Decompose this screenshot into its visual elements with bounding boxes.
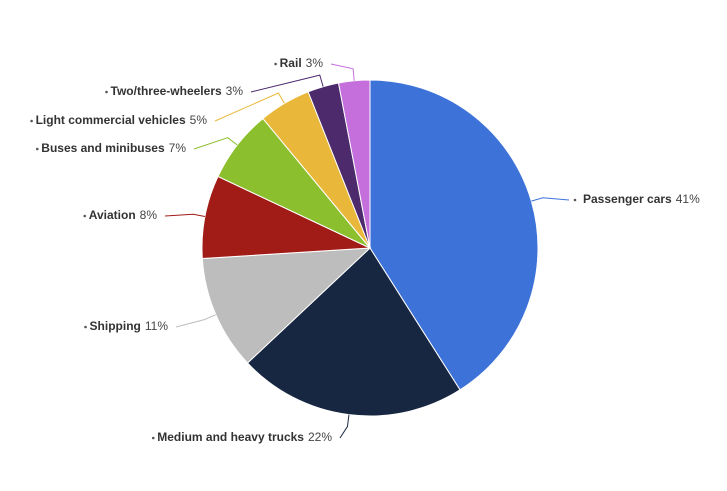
pie-slice	[369, 79, 539, 391]
value-label: 22%	[308, 430, 332, 444]
label-dot	[151, 436, 155, 440]
data-label: Passenger cars 41%	[583, 192, 700, 206]
value-label: 3%	[226, 84, 244, 98]
category-name: Two/three-wheelers	[111, 84, 222, 98]
category-name: Passenger cars	[583, 192, 672, 206]
leader-line	[193, 137, 238, 150]
data-label: Aviation 8%	[89, 208, 158, 222]
leader-line	[175, 314, 217, 328]
value-label: 11%	[145, 319, 168, 333]
value-label: 8%	[140, 208, 158, 222]
data-label: Two/three-wheelers 3%	[111, 84, 244, 98]
label-dot	[573, 198, 577, 202]
leader-line	[214, 92, 285, 122]
label-dot	[35, 147, 39, 151]
value-label: 3%	[306, 56, 324, 70]
leader-line	[339, 414, 350, 439]
data-label: Shipping 11%	[90, 319, 169, 333]
label-dot	[84, 325, 87, 329]
category-name: Shipping	[90, 319, 141, 333]
data-label: Medium and heavy trucks 22%	[157, 430, 332, 444]
value-label: 5%	[190, 113, 208, 127]
label-dot	[30, 119, 33, 123]
label-dot	[105, 90, 108, 94]
category-name: Rail	[280, 56, 302, 70]
leader-line	[330, 63, 355, 81]
pie-slice	[201, 247, 372, 364]
category-name: Medium and heavy trucks	[157, 430, 304, 444]
value-label: 41%	[676, 192, 700, 206]
category-name: Aviation	[89, 208, 136, 222]
data-label: Light commercial vehicles 5%	[36, 113, 208, 127]
label-dot	[83, 214, 87, 218]
value-label: 7%	[169, 141, 187, 155]
data-label: Rail 3%	[280, 56, 324, 70]
category-name: Buses and minibuses	[41, 141, 165, 155]
label-dot	[274, 62, 277, 66]
data-label: Buses and minibuses 7%	[41, 141, 186, 155]
leader-line	[250, 74, 324, 93]
leader-line	[531, 197, 570, 202]
leader-line	[164, 213, 206, 218]
category-name: Light commercial vehicles	[36, 113, 186, 127]
